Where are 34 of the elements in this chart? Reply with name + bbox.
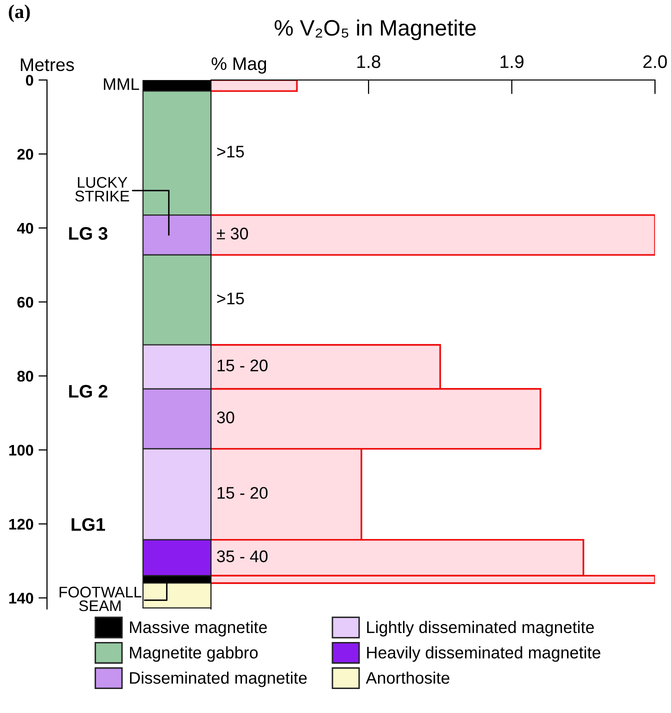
annotation: >15 [217,292,244,304]
legend-label: Lightly disseminated magnetite [367,620,594,636]
y-tick-label: 140 [9,592,34,604]
y-tick-label: 60 [17,296,34,308]
x-tick-label: 2.0 [643,55,667,68]
y-axis-title: Metres [20,58,74,72]
x-tick-label: 1.8 [357,55,380,68]
text: MML [104,78,140,90]
x-tick-label: 1.9 [500,55,524,68]
annotation: 15 - 20 [218,486,268,499]
y-tick-label: 20 [17,148,34,160]
chart-title: % V₂O₅ in Magnetite [274,19,476,40]
legend-label: Magnetite gabbro [130,646,258,662]
text: FOOTWALL SEAM [60,586,142,612]
y-tick-label: 80 [17,370,34,382]
annotation: ± 30 [216,228,248,240]
text: LG 3 [69,227,108,240]
annotation: 35 - 40 [216,550,268,562]
annotation: >15 [217,146,244,158]
x-axis-title: % Mag [212,57,266,74]
y-tick-label: 40 [17,222,34,234]
legend-label: Disseminated magnetite [130,672,307,688]
y-tick-label: 120 [9,518,34,530]
legend-label: Heavily disseminated magnetite [367,646,600,662]
text: (a) [8,4,30,22]
text: LG 2 [69,384,108,398]
legend-label: Anorthosite [366,672,450,684]
annotation: 15 - 20 [218,360,268,372]
y-tick-label: 0 [26,74,34,86]
y-tick-label: 100 [9,444,34,456]
annotation: 30 [216,412,234,424]
text: LUCKY STRIKE [75,176,130,202]
legend-label: Massive magnetite [130,620,267,636]
text: LG1 [72,518,106,531]
